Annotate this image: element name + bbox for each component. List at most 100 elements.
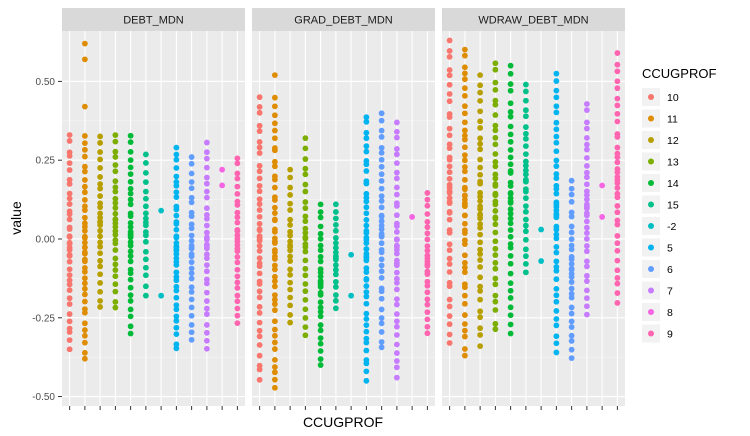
data-point [188, 160, 195, 167]
data-point [66, 287, 73, 294]
data-point [522, 162, 529, 169]
data-point [461, 281, 468, 288]
data-point [142, 179, 149, 186]
data-point [188, 199, 195, 206]
data-point [614, 95, 621, 102]
data-point [378, 344, 385, 351]
data-point [522, 107, 529, 114]
data-point [507, 154, 514, 161]
data-point [271, 346, 278, 352]
data-point [363, 158, 370, 164]
data-point [219, 166, 226, 173]
data-point [477, 308, 484, 315]
data-point [66, 301, 73, 308]
facet-panels: DEBT_MDN GRAD_DEBT_MDN WDRAW_DEBT_MDN [62, 8, 625, 410]
data-point [492, 307, 499, 313]
data-point [97, 239, 104, 246]
data-point [287, 253, 294, 260]
data-point [492, 66, 499, 73]
data-point [363, 143, 370, 150]
data-point [81, 280, 88, 287]
data-point [188, 185, 195, 192]
data-point [302, 135, 309, 142]
series-11 [461, 46, 468, 359]
data-point [112, 205, 119, 211]
series-12 [97, 133, 104, 310]
data-point [127, 298, 134, 304]
legend-key [648, 244, 654, 251]
data-point [173, 331, 180, 338]
series-10 [66, 132, 73, 353]
data-point [507, 113, 514, 120]
series-6 [568, 177, 575, 362]
data-point [271, 301, 278, 307]
data-point [507, 280, 514, 287]
data-point [446, 181, 453, 188]
data-point [393, 332, 400, 338]
data-point [522, 216, 529, 223]
data-point [66, 266, 73, 273]
data-point [446, 303, 453, 310]
data-point [492, 134, 499, 141]
data-point [424, 230, 431, 237]
data-point [271, 135, 278, 142]
data-point [332, 215, 339, 222]
data-point [553, 308, 560, 314]
data-point [522, 208, 529, 215]
data-point [477, 203, 484, 210]
data-point [127, 292, 134, 299]
data-point [256, 362, 263, 369]
data-point [393, 286, 400, 293]
data-point [583, 107, 590, 113]
data-point [127, 190, 134, 197]
data-point [553, 133, 560, 140]
data-point [492, 127, 499, 134]
data-point [81, 133, 88, 139]
data-point [317, 201, 324, 208]
data-point [188, 284, 195, 291]
data-point [522, 88, 529, 95]
data-point [553, 78, 560, 84]
data-point [461, 352, 468, 359]
data-point [492, 151, 499, 157]
data-point [66, 190, 73, 197]
data-point [492, 198, 499, 205]
data-point [271, 356, 278, 363]
legend-key [648, 180, 654, 186]
data-point [287, 222, 294, 228]
data-point [424, 211, 431, 217]
data-point [583, 258, 590, 265]
data-point [188, 322, 195, 328]
data-point [378, 204, 385, 211]
data-point [614, 233, 621, 239]
data-point [271, 262, 278, 269]
data-point [492, 229, 499, 236]
data-point [256, 288, 263, 295]
data-point [583, 134, 590, 141]
data-point [302, 332, 309, 339]
data-point [287, 166, 294, 173]
data-point [173, 341, 180, 348]
data-point [393, 311, 400, 317]
data-point [271, 247, 278, 253]
data-point [188, 289, 195, 295]
data-point [66, 208, 73, 215]
data-point [287, 279, 294, 286]
data-point [583, 272, 590, 279]
series-13 [302, 135, 309, 339]
data-point [461, 85, 468, 92]
series-6 [378, 110, 385, 351]
data-point [363, 114, 370, 121]
data-point [507, 227, 514, 233]
data-point [66, 181, 73, 187]
data-point [127, 313, 134, 320]
data-point [378, 156, 385, 163]
data-point [378, 193, 385, 199]
data-point [477, 178, 484, 185]
data-point [614, 118, 621, 125]
data-point [234, 320, 241, 327]
data-point [332, 267, 339, 273]
data-point [393, 296, 400, 303]
data-point [553, 182, 560, 189]
